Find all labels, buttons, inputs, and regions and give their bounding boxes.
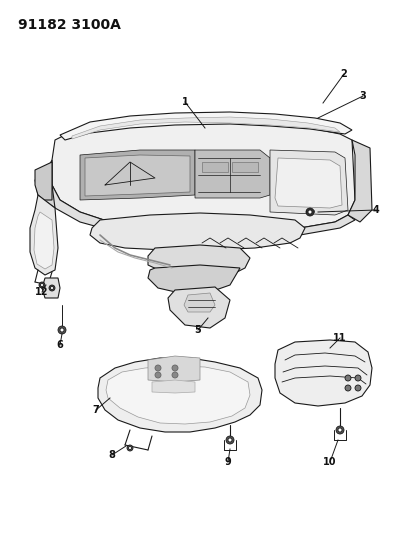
Polygon shape	[270, 150, 348, 215]
Circle shape	[306, 208, 314, 216]
Circle shape	[58, 326, 66, 334]
Circle shape	[155, 365, 161, 371]
Text: 2: 2	[341, 69, 347, 79]
Polygon shape	[275, 340, 372, 406]
Text: 9: 9	[225, 457, 231, 467]
Circle shape	[40, 284, 44, 287]
Circle shape	[172, 365, 178, 371]
Polygon shape	[90, 213, 305, 250]
Circle shape	[60, 328, 64, 332]
Polygon shape	[148, 245, 250, 275]
Circle shape	[226, 436, 234, 444]
Polygon shape	[184, 293, 215, 312]
Polygon shape	[148, 356, 200, 382]
Text: 10: 10	[323, 457, 337, 467]
Polygon shape	[106, 366, 250, 424]
Text: 8: 8	[109, 450, 116, 460]
Polygon shape	[35, 160, 55, 208]
Polygon shape	[195, 150, 270, 198]
Circle shape	[355, 375, 361, 381]
Polygon shape	[275, 158, 342, 208]
Polygon shape	[30, 195, 58, 275]
Polygon shape	[60, 112, 352, 140]
Text: 12: 12	[35, 287, 49, 297]
Polygon shape	[42, 278, 60, 298]
Polygon shape	[34, 212, 54, 269]
Text: 91182 3100A: 91182 3100A	[18, 18, 121, 32]
Text: 5: 5	[194, 325, 202, 335]
Polygon shape	[202, 162, 228, 172]
Polygon shape	[72, 117, 340, 139]
Polygon shape	[98, 358, 262, 432]
Circle shape	[51, 287, 53, 289]
Polygon shape	[44, 175, 355, 238]
Polygon shape	[232, 162, 258, 172]
Polygon shape	[85, 155, 190, 196]
Polygon shape	[80, 150, 195, 200]
Polygon shape	[168, 287, 230, 328]
Circle shape	[155, 372, 161, 378]
Circle shape	[228, 438, 232, 442]
Polygon shape	[348, 140, 372, 222]
Text: 3: 3	[360, 91, 366, 101]
Circle shape	[355, 385, 361, 391]
Circle shape	[49, 285, 55, 291]
Circle shape	[336, 426, 344, 434]
Polygon shape	[148, 265, 240, 293]
Circle shape	[172, 372, 178, 378]
Circle shape	[127, 445, 133, 451]
Text: 7: 7	[93, 405, 99, 415]
Circle shape	[39, 282, 45, 288]
Text: 6: 6	[57, 340, 63, 350]
Polygon shape	[152, 380, 195, 393]
Circle shape	[345, 375, 351, 381]
Text: 11: 11	[333, 333, 347, 343]
Circle shape	[128, 447, 131, 449]
Text: 4: 4	[373, 205, 379, 215]
Circle shape	[345, 385, 351, 391]
Circle shape	[338, 428, 342, 432]
Polygon shape	[52, 123, 355, 233]
Polygon shape	[35, 162, 52, 200]
Circle shape	[308, 210, 312, 214]
Text: 1: 1	[182, 97, 188, 107]
